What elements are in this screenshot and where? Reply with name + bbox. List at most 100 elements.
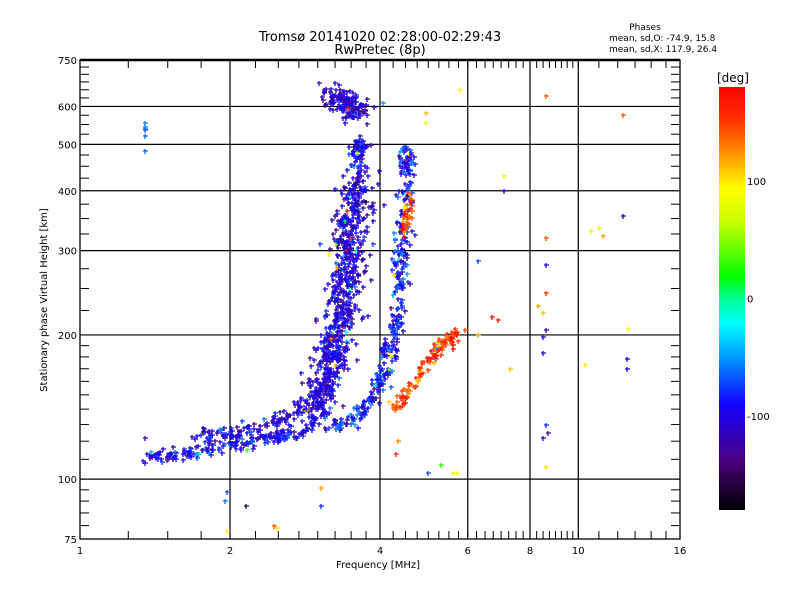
data-point	[351, 213, 356, 218]
data-point	[345, 308, 350, 313]
data-point	[332, 237, 337, 242]
data-point	[331, 294, 336, 299]
data-point	[399, 396, 404, 401]
data-point	[371, 201, 376, 206]
legend-title: Phases	[629, 23, 661, 33]
data-point	[244, 504, 249, 509]
data-point	[390, 359, 395, 364]
data-point	[312, 397, 317, 402]
data-point	[349, 236, 354, 241]
data-point	[426, 471, 431, 476]
data-point	[439, 353, 444, 358]
data-point	[345, 341, 350, 346]
data-point	[402, 206, 407, 211]
data-point	[282, 437, 287, 442]
data-point	[296, 408, 301, 413]
data-point	[396, 249, 401, 254]
data-point	[339, 417, 344, 422]
data-point	[190, 435, 195, 440]
data-point	[329, 388, 334, 393]
data-point	[352, 260, 357, 265]
data-point	[331, 108, 336, 113]
data-point	[333, 400, 338, 405]
data-point	[381, 388, 386, 393]
data-point	[275, 526, 280, 531]
data-point	[393, 262, 398, 267]
data-point	[353, 269, 358, 274]
data-point	[322, 339, 327, 344]
data-point	[407, 214, 412, 219]
colorbar-tick-label: 0	[747, 295, 753, 306]
data-point	[496, 318, 501, 323]
data-point	[249, 430, 254, 435]
data-point	[246, 424, 251, 429]
data-point	[369, 278, 374, 283]
data-point	[333, 214, 338, 219]
data-point	[181, 458, 186, 463]
data-point	[364, 264, 369, 269]
data-point	[323, 416, 328, 421]
data-point	[390, 257, 395, 262]
data-point	[400, 252, 405, 257]
data-point	[365, 225, 370, 230]
data-point	[356, 273, 361, 278]
data-point	[297, 432, 302, 437]
data-point	[393, 237, 398, 242]
data-point	[380, 367, 385, 372]
data-point	[365, 97, 370, 102]
data-point	[309, 384, 314, 389]
data-point	[328, 247, 333, 252]
data-point	[544, 236, 549, 241]
data-point	[401, 329, 406, 334]
data-point	[376, 390, 381, 395]
data-point	[256, 436, 261, 441]
data-point	[361, 206, 366, 211]
y-axis-label: Stationary phase Virtual Height [km]	[39, 208, 50, 392]
data-point	[395, 275, 400, 280]
data-point	[344, 215, 349, 220]
data-point	[419, 372, 424, 377]
data-point	[324, 383, 329, 388]
data-point	[373, 384, 378, 389]
data-point	[544, 465, 549, 470]
y-tick-label: 400	[58, 187, 77, 198]
data-point	[318, 360, 323, 365]
data-point	[252, 427, 257, 432]
data-point	[335, 209, 340, 214]
data-point	[273, 414, 278, 419]
data-point	[220, 451, 225, 456]
data-point	[337, 83, 342, 88]
x-tick-label: 8	[527, 546, 533, 557]
data-point	[342, 367, 347, 372]
data-point	[360, 250, 365, 255]
data-point	[304, 407, 309, 412]
data-point	[337, 263, 342, 268]
data-point	[283, 417, 288, 422]
data-point	[432, 342, 437, 347]
data-point	[276, 421, 281, 426]
data-point	[237, 430, 242, 435]
data-point	[395, 221, 400, 226]
data-point	[362, 235, 367, 240]
data-point	[354, 100, 359, 105]
data-point	[275, 437, 280, 442]
data-point	[369, 143, 374, 148]
data-point	[376, 182, 381, 187]
data-point	[337, 275, 342, 280]
data-point	[249, 439, 254, 444]
data-point	[229, 426, 234, 431]
data-point	[397, 154, 402, 159]
data-point	[363, 269, 368, 274]
data-point	[349, 312, 354, 317]
data-point	[340, 340, 345, 345]
data-point	[340, 192, 345, 197]
data-point	[366, 314, 371, 319]
data-point	[360, 153, 365, 158]
data-point	[339, 304, 344, 309]
data-point	[455, 471, 460, 476]
data-point	[356, 246, 361, 251]
data-point	[143, 461, 148, 466]
data-point	[210, 448, 215, 453]
data-point	[354, 342, 359, 347]
data-point	[395, 400, 400, 405]
